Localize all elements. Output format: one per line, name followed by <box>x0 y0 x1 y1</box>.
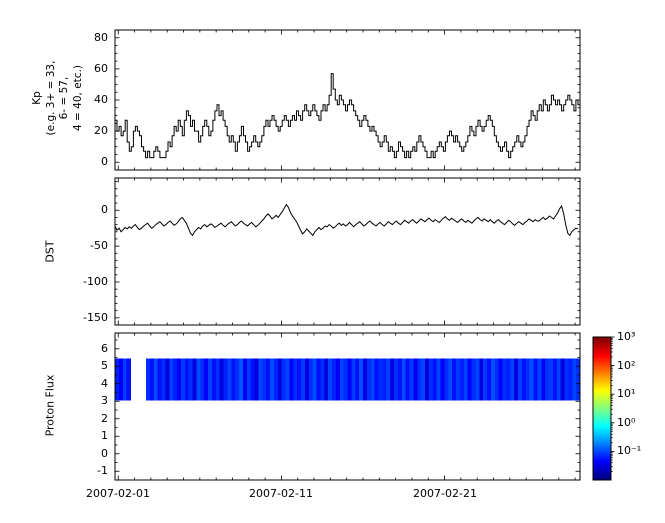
dst-ytick-label: -150 <box>83 311 108 324</box>
colorbar-tick-label: 10¹ <box>617 387 636 400</box>
proton-ytick-label: 5 <box>101 359 108 372</box>
colorbar-tick-label: 10³ <box>617 330 636 343</box>
x-tick-label: 2007-02-21 <box>413 487 477 500</box>
dst-ytick-label: -100 <box>83 275 108 288</box>
proton-flux-panel <box>114 332 581 481</box>
proton-ytick-label: -1 <box>97 464 108 477</box>
x-tick-label: 2007-02-11 <box>249 487 313 500</box>
kp-ytick-label: 0 <box>101 155 108 168</box>
kp-ytick-label: 60 <box>94 62 108 75</box>
proton-ytick-label: 2 <box>101 412 108 425</box>
dst-ytick-label: 0 <box>101 203 108 216</box>
colorbar-tick-label: 10⁻¹ <box>617 444 642 457</box>
colorbar <box>592 336 615 481</box>
colorbar-tick-label: 10² <box>617 359 636 372</box>
dst-ytick-label: -50 <box>90 239 108 252</box>
proton-ytick-label: 0 <box>101 447 108 460</box>
x-tick-label: 2007-02-01 <box>86 487 150 500</box>
colorbar-tick-label: 10⁰ <box>617 416 636 429</box>
proton-ytick-label: 4 <box>101 377 108 390</box>
proton-ytick-label: 1 <box>101 429 108 442</box>
proton-ytick-label: 6 <box>101 342 108 355</box>
proton-ytick-label: 3 <box>101 394 108 407</box>
kp-ytick-label: 40 <box>94 93 108 106</box>
dst-panel <box>114 177 581 326</box>
kp-ytick-label: 20 <box>94 124 108 137</box>
kp-panel <box>114 29 581 171</box>
kp-ytick-label: 80 <box>94 31 108 44</box>
